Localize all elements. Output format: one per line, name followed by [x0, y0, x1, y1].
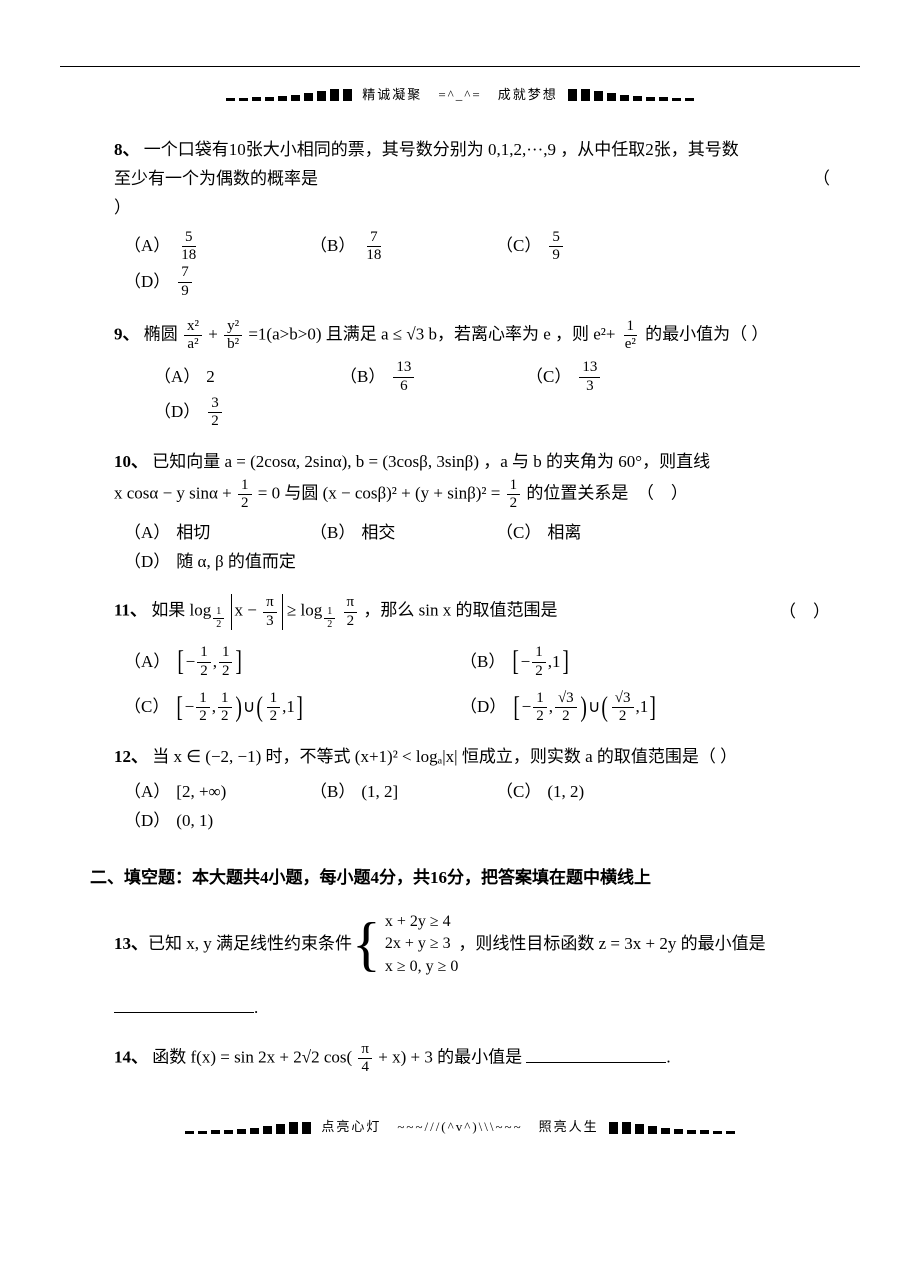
question-14: 14、 函数 f(x) = sin 2x + 2√2 cos( π4 + x) …: [90, 1041, 830, 1077]
q9-plus: +: [208, 324, 218, 343]
top-border-line: [60, 66, 860, 67]
q12-opt-c: （C）(1, 2): [496, 778, 646, 807]
q9-eq: =1(a>b>0): [248, 324, 321, 343]
footer-text-right: 照亮人生: [539, 1116, 599, 1138]
q13-t1: 已知 x, y 满足线性约束条件: [148, 930, 352, 959]
q12-t1: 当 x ∈ (−2, −1) 时，不等式 (x+1)² < logₐ|x| 恒成…: [152, 747, 737, 766]
q9-opt-d: （D） 32: [154, 395, 304, 431]
q10-number: 10、: [114, 452, 148, 471]
q13-t2: ，则线性目标函数 z = 3x + 2y 的最小值是: [458, 930, 765, 959]
q8-line1: 一个口袋有10张大小相同的票，其号数分别为 0,1,2,···,9 ，从中任取2…: [144, 140, 739, 159]
q8-opt-a-label: （A）: [124, 232, 170, 261]
q9-t3: 的最小值为（ ）: [645, 324, 768, 343]
question-9: 9、 椭圆 x²a² + y²b² =1(a>b>0) 且满足 a ≤ √3 b…: [90, 318, 830, 431]
q13-brace: { x + 2y ≥ 4 2x + y ≥ 3 x ≥ 0, y ≥ 0: [352, 911, 458, 978]
q14-period: .: [666, 1048, 670, 1067]
q13-number: 13、: [114, 930, 148, 959]
header-decoration: 精诚凝聚 =^_^= 成就梦想: [90, 84, 830, 106]
q10-l2c: 的位置关系是 （ ）: [526, 484, 688, 503]
footer-decoration: 点亮心灯 ~~~///(^v^)\\\~~~ 照亮人生: [90, 1116, 830, 1138]
header-emoticon: =^_^=: [438, 84, 481, 106]
q13-c2: 2x + y ≥ 3: [385, 933, 459, 955]
q14-blank: [526, 1045, 666, 1063]
q11-opt-a: （A） [−12, 12]: [124, 644, 424, 680]
q8-opt-b-label: （B）: [310, 232, 355, 261]
q8-opt-c-label: （C）: [496, 232, 541, 261]
q12-opt-a: （A）[2, +∞): [124, 778, 274, 807]
footer-bars-right: [609, 1122, 735, 1134]
q8-paren-close: ）: [114, 198, 131, 217]
header-bars-right: [568, 89, 694, 101]
question-11: 11、 如果 log12 x − π3 ≥ log12 π2 ，那么 sin x…: [90, 594, 830, 725]
q11-opt-b: （B） [−12, 1]: [460, 644, 760, 680]
q10-l2a: x cosα − y sinα +: [114, 484, 232, 503]
q8-line2: 至少有一个为偶数的概率是: [114, 165, 318, 194]
footer-text-left: 点亮心灯: [321, 1116, 381, 1138]
q10-l2b: = 0 与圆 (x − cosβ)² + (y + sinβ)² =: [258, 484, 501, 503]
q10-options: （A）相切 （B）相交 （C）相离 （D）随 α, β 的值而定: [114, 519, 830, 577]
q14-t1: 函数 f(x) = sin 2x + 2√2 cos(: [152, 1048, 352, 1067]
q8-opt-c: （C） 59: [496, 229, 646, 265]
q11-opt-d: （D） [−12, √32) ∪ (√32, 1]: [460, 690, 760, 726]
q10-opt-c: （C）相离: [496, 519, 646, 548]
q11-t2: ，那么 sin x 的取值范围是: [363, 601, 557, 620]
q12-number: 12、: [114, 747, 148, 766]
q11-abs: x − π3: [231, 594, 283, 630]
q11-geq: ≥ log: [287, 601, 322, 620]
q9-opt-b: （B） 136: [340, 359, 490, 395]
q13-c3: x ≥ 0, y ≥ 0: [385, 956, 459, 978]
q11-t1: 如果 log: [151, 601, 211, 620]
q11-opt-c: （C） [−12, 12) ∪ (12, 1]: [124, 690, 424, 726]
q8-options: （A） 518 （B） 718 （C） 59 （D） 79: [114, 229, 830, 300]
q14-t2: + x) + 3 的最小值是: [378, 1048, 522, 1067]
footer-bars-left: [185, 1122, 311, 1134]
q8-opt-b: （B） 718: [310, 229, 460, 265]
question-12: 12、 当 x ∈ (−2, −1) 时，不等式 (x+1)² < logₐ|x…: [90, 743, 830, 836]
q10-opt-a: （A）相切: [124, 519, 274, 548]
question-8: 8、 一个口袋有10张大小相同的票，其号数分别为 0,1,2,···,9 ，从中…: [90, 136, 830, 300]
q10-opt-b: （B）相交: [310, 519, 460, 548]
q13-c1: x + 2y ≥ 4: [385, 911, 459, 933]
q8-opt-d-label: （D）: [124, 268, 170, 297]
page-root: 精诚凝聚 =^_^= 成就梦想 8、 一个口袋有10张大小相同的票，其号数分别为…: [0, 0, 920, 1274]
q13-period: .: [254, 998, 258, 1017]
q11-paren: （ ）: [779, 598, 830, 627]
q10-opt-d: （D）随 α, β 的值而定: [124, 548, 324, 577]
q9-number: 9、: [114, 324, 140, 343]
q9-opt-c: （C） 133: [526, 359, 676, 395]
q12-options: （A）[2, +∞) （B）(1, 2] （C）(1, 2) （D）(0, 1): [114, 778, 830, 836]
q12-opt-d: （D）(0, 1): [124, 807, 274, 836]
q8-number: 8、: [114, 140, 140, 159]
q11-options-row2: （C） [−12, 12) ∪ (12, 1] （D） [−12, √32) ∪…: [114, 690, 830, 726]
q11-options-row1: （A） [−12, 12] （B） [−12, 1]: [114, 644, 830, 680]
header-text-right: 成就梦想: [498, 84, 558, 106]
header-text-left: 精诚凝聚: [362, 84, 422, 106]
q10-t1: 已知向量 a = (2cosα, 2sinα), b = (3cosβ, 3si…: [152, 452, 710, 471]
section-2-title: 二、填空题：本大题共4小题，每小题4分，共16分，把答案填在题中横线上: [90, 864, 830, 893]
q14-number: 14、: [114, 1048, 148, 1067]
question-10: 10、 已知向量 a = (2cosα, 2sinα), b = (3cosβ,…: [90, 448, 830, 576]
q9-t2: 且满足 a ≤ √3 b，若离心率为 e ，则 e²+: [326, 324, 616, 343]
question-13: 13、 已知 x, y 满足线性约束条件 { x + 2y ≥ 4 2x + y…: [90, 911, 830, 1023]
q8-opt-d: （D） 79: [124, 264, 274, 300]
q8-paren-open: （: [813, 165, 830, 194]
q11-number: 11、: [114, 601, 147, 620]
footer-emoticon: ~~~///(^v^)\\\~~~: [397, 1116, 522, 1138]
header-bars-left: [226, 89, 352, 101]
q9-opt-a: （A） 2: [154, 359, 304, 395]
q9-t1: 椭圆: [144, 324, 178, 343]
q12-opt-b: （B）(1, 2]: [310, 778, 460, 807]
q9-options: （A） 2 （B） 136 （C） 133 （D） 32: [114, 359, 830, 430]
q13-blank: [114, 995, 254, 1013]
q8-opt-a: （A） 518: [124, 229, 274, 265]
